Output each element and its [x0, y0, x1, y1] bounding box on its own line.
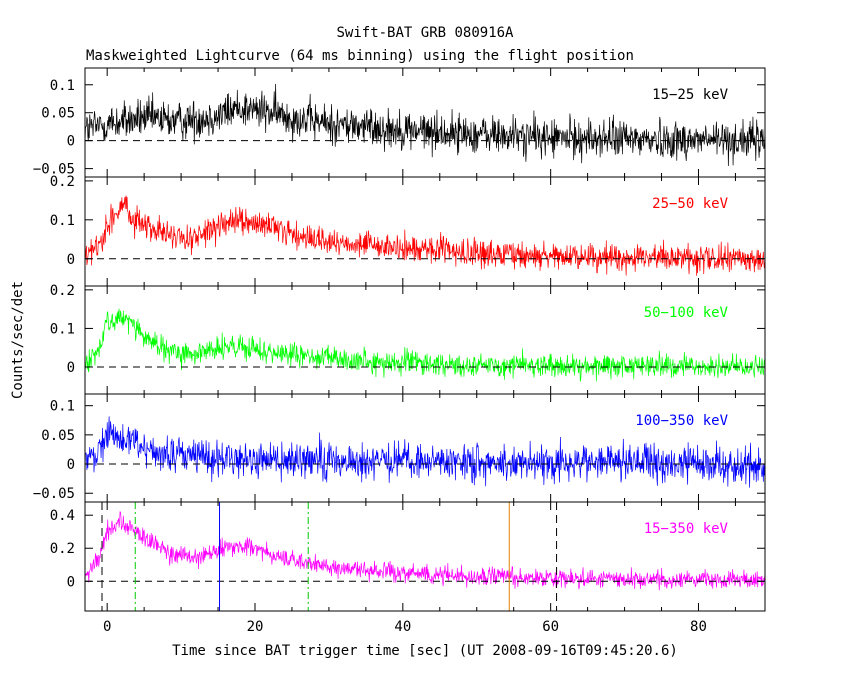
series-line-50-100-keV	[85, 308, 765, 382]
y-tick-label: 0	[67, 252, 75, 268]
x-tick-label: 40	[394, 619, 411, 635]
panel-50-100-keV: 0 0.1 0.2 50−100 keV	[50, 283, 766, 395]
y-tick-label: 0.05	[41, 428, 75, 444]
y-tick-label: 0.2	[50, 541, 75, 557]
y-axis-label: Counts/sec/det	[10, 281, 26, 399]
panel-frame	[84, 501, 766, 612]
y-tick-label: −0.05	[33, 486, 75, 502]
band-label: 25−50 keV	[652, 196, 728, 212]
y-tick-label: 0	[67, 134, 75, 150]
y-tick-label: 0.05	[41, 106, 75, 122]
series-line-100-350-keV	[85, 416, 765, 488]
chart-title: Swift-BAT GRB 080916A	[336, 25, 514, 41]
series-line-25-50-keV	[85, 195, 765, 276]
panel-100-350-keV: −0.05 0 0.05 0.1 100−350 keV	[33, 393, 766, 503]
x-tick-label: 0	[103, 619, 111, 635]
band-label: 50−100 keV	[644, 305, 729, 321]
y-tick-label: 0	[67, 360, 75, 376]
panel-15-350-keV: 0 0.2 0.4 15−350 keV	[50, 501, 766, 612]
y-tick-label: −0.05	[33, 162, 75, 178]
panel-15-25-keV: −0.05 0 0.05 0.1 15−25 keV	[33, 67, 766, 178]
y-tick-label: 0.1	[50, 321, 75, 337]
y-tick-label: 0.1	[50, 399, 75, 415]
y-tick-label: 0.2	[50, 283, 75, 299]
band-label: 100−350 keV	[635, 413, 728, 429]
x-tick-label: 20	[247, 619, 264, 635]
y-tick-label: 0.2	[50, 174, 75, 190]
x-axis-label: Time since BAT trigger time [sec] (UT 20…	[172, 643, 678, 659]
x-tick-label: 60	[542, 619, 559, 635]
chart-subtitle: Maskweighted Lightcurve (64 ms binning) …	[86, 48, 634, 64]
y-tick-label: 0.4	[50, 508, 75, 524]
panel-frame	[84, 393, 766, 503]
y-tick-label: 0.1	[50, 78, 75, 94]
band-label: 15−350 keV	[644, 521, 729, 537]
y-tick-label: 0	[67, 574, 75, 590]
x-tick-label: 80	[690, 619, 707, 635]
y-tick-label: 0	[67, 457, 75, 473]
band-label: 15−25 keV	[652, 87, 728, 103]
series-line-15-25-keV	[85, 83, 765, 166]
y-tick-label: 0.1	[50, 213, 75, 229]
panel-frame	[84, 285, 766, 395]
panel-25-50-keV: 0 0.1 0.2 25−50 keV	[50, 174, 766, 287]
